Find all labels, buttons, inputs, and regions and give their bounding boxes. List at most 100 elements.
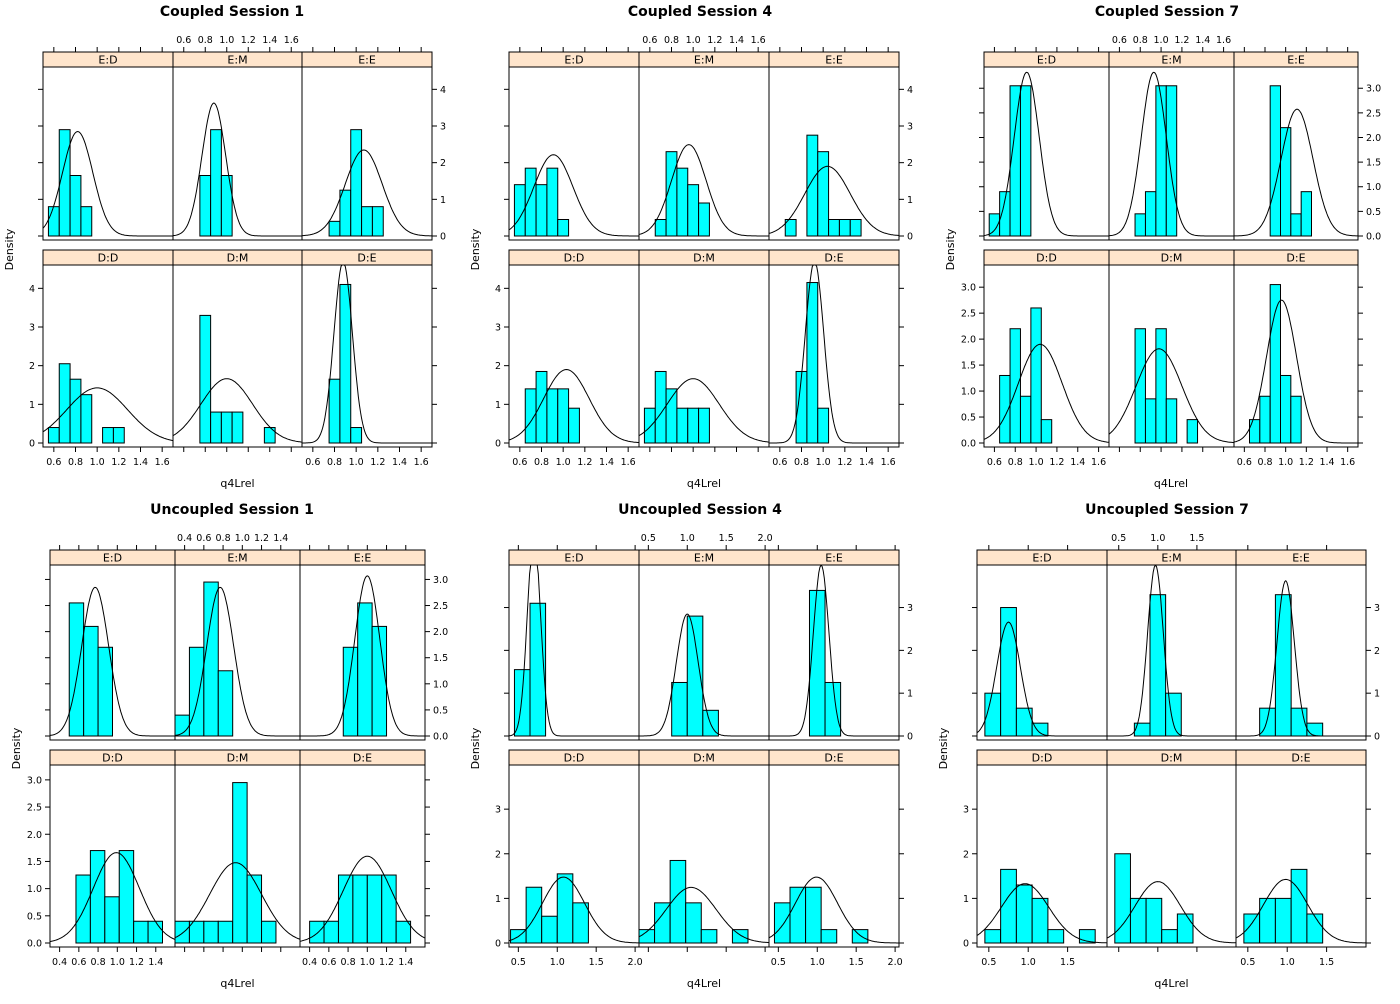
- density-curve: [1107, 564, 1236, 737]
- y-tick-label: 1: [1374, 689, 1380, 700]
- x-tick-label: 1.5: [1319, 957, 1334, 968]
- x-tick-label: 0.6: [321, 957, 336, 968]
- histogram-bar: [568, 407, 580, 444]
- histogram-bar: [199, 314, 212, 444]
- x-tick-label: 1.2: [1049, 457, 1064, 468]
- density-curve: [768, 876, 899, 944]
- y-tick-label: 2.5: [433, 601, 448, 612]
- panel-border: [1233, 264, 1359, 448]
- x-tick-label: 0.8: [198, 35, 213, 46]
- x-tick-label: 1.0: [110, 957, 125, 968]
- panel-e-d: E:D: [976, 549, 1108, 741]
- panel-border: [1235, 564, 1367, 741]
- y-tick-label: 4: [440, 85, 446, 96]
- x-tick-label: 0.5: [771, 957, 786, 968]
- histogram-bar: [1259, 897, 1276, 944]
- histogram-bar: [68, 602, 85, 737]
- x-tick-label: 0.4: [302, 957, 317, 968]
- panel-e-e: E:E: [768, 51, 900, 241]
- histogram-bar: [838, 219, 851, 237]
- y-tick-label: 2.5: [961, 309, 976, 320]
- histogram-bar: [1015, 707, 1033, 737]
- histogram-bar: [328, 378, 341, 444]
- histogram-bar: [1019, 395, 1032, 444]
- axes: 0.6 0.8 1.0 1.2 1.4 1.6 0.6 0.8 1.0 1.2 1.4 1.6 0.6 0…: [944, 35, 1381, 490]
- histogram-bar: [1269, 85, 1281, 237]
- panel-d-d: D:D: [976, 749, 1108, 948]
- strip-label: D:D: [564, 752, 585, 765]
- y-tick-label: 3.0: [433, 575, 448, 586]
- x-tick-label: 1.0: [556, 457, 571, 468]
- y-tick-label: 2.0: [27, 830, 42, 841]
- strip-label: E:E: [1287, 54, 1305, 67]
- x-axis-label: q4Lrel: [1154, 977, 1188, 990]
- y-axis-label: Density: [944, 228, 957, 270]
- x-tick-label: 0.8: [1008, 457, 1023, 468]
- panel-border: [301, 264, 433, 448]
- y-tick-label: 2.5: [1366, 108, 1381, 119]
- y-axis-label: Density: [469, 228, 482, 270]
- histogram-bar: [339, 283, 352, 444]
- histogram-bar: [1019, 85, 1032, 237]
- histogram-bar: [1134, 213, 1146, 237]
- panel-border: [301, 66, 433, 241]
- y-tick-label: 0.5: [1366, 207, 1381, 218]
- density-curve: [1234, 108, 1358, 237]
- strip-label: E:D: [98, 54, 117, 67]
- axes: 0.4 0.6 0.8 1.0 1.2 1.4 0.4 0.6 0.8 1.0 1.2 1.4 0.4 0…: [10, 533, 448, 990]
- y-axis-label: Density: [10, 727, 23, 769]
- density-curve: [172, 102, 302, 237]
- panel-d-e: D:E: [301, 249, 433, 448]
- x-tick-label: 1.4: [1070, 457, 1085, 468]
- panel-e-m: E:M: [638, 549, 770, 741]
- y-tick-label: 2: [440, 158, 446, 169]
- x-tick-label: 1.2: [1299, 457, 1314, 468]
- x-tick-label: 0.6: [772, 457, 787, 468]
- y-tick-label: 3: [907, 122, 913, 133]
- x-tick-label: 1.0: [235, 533, 250, 544]
- x-tick-label: 1.0: [349, 457, 364, 468]
- x-tick-label: 0.6: [642, 35, 657, 46]
- histogram-bar: [1274, 594, 1292, 737]
- chart-title: Coupled Session 4: [628, 4, 773, 20]
- histogram-bar: [1114, 853, 1131, 944]
- x-tick-label: 1.0: [1280, 957, 1295, 968]
- histogram-bar: [104, 896, 120, 944]
- x-tick-label: 0.5: [981, 957, 996, 968]
- histogram-bar: [1249, 419, 1261, 444]
- x-tick-label: 0.8: [68, 457, 83, 468]
- panel-d-e: D:E: [768, 749, 900, 948]
- y-tick-label: 1: [495, 400, 501, 411]
- histogram-bar: [118, 850, 135, 944]
- x-tick-label: 1.4: [262, 35, 277, 46]
- y-tick-label: 0.5: [27, 911, 42, 922]
- y-tick-label: 0: [495, 939, 501, 950]
- x-tick-label: 0.8: [327, 457, 342, 468]
- histogram-bar: [654, 219, 667, 237]
- panel-d-d: D:D: [983, 249, 1110, 448]
- x-tick-label: 1.0: [550, 957, 565, 968]
- strip-label: D:E: [824, 752, 843, 765]
- x-tick-label: 1.0: [219, 35, 234, 46]
- histogram-bar: [75, 874, 91, 944]
- histogram-bar: [323, 920, 339, 944]
- panel-e-d: E:D: [983, 51, 1110, 241]
- histogram-bar: [817, 151, 830, 237]
- y-tick-label: 0: [907, 732, 913, 743]
- strip-label: D:M: [227, 752, 249, 765]
- histogram-bar: [263, 427, 276, 444]
- histogram-bar: [69, 175, 82, 237]
- density-curve: [508, 368, 639, 443]
- y-tick-label: 3: [495, 323, 501, 334]
- strip-label: D:E: [1286, 252, 1305, 265]
- x-tick-label: 1.2: [707, 35, 722, 46]
- histogram-bar: [546, 167, 559, 237]
- strip-label: E:D: [564, 54, 583, 67]
- panel-border: [768, 66, 900, 241]
- density-curve: [174, 586, 300, 737]
- strip-label: D:D: [98, 252, 119, 265]
- x-tick-label: 1.6: [621, 457, 636, 468]
- x-tick-label: 0.8: [1257, 457, 1272, 468]
- histogram-bar: [58, 363, 71, 444]
- x-tick-label: 0.8: [91, 957, 106, 968]
